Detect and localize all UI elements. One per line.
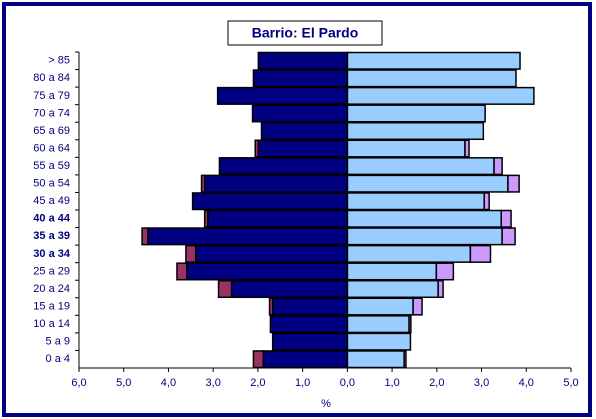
bar: [346, 297, 414, 316]
bar: [252, 69, 349, 88]
bar: [346, 174, 509, 193]
bar: [412, 297, 423, 316]
bar: [346, 51, 521, 70]
x-tick-label: 4,0: [161, 377, 176, 389]
x-axis-label: %: [321, 398, 331, 410]
bar: [435, 262, 455, 281]
bar: [501, 227, 516, 246]
bar: [260, 121, 349, 141]
bar: [147, 227, 349, 246]
bar: [216, 86, 349, 105]
bar: [268, 297, 274, 316]
x-tick-label: 5,0: [563, 377, 578, 389]
bar: [346, 279, 439, 299]
bar: [230, 279, 349, 299]
bar: [346, 315, 410, 334]
bar: [483, 192, 490, 211]
y-tick-label: 50 a 54: [33, 178, 70, 190]
y-tick-label: 40 a 44: [33, 213, 71, 225]
x-tick-label: 1,0: [384, 377, 399, 389]
bar: [437, 279, 444, 299]
y-tick-label: 75 a 79: [33, 90, 70, 102]
bar: [251, 104, 349, 123]
x-tick-label: 2,0: [429, 377, 444, 389]
bar: [493, 157, 503, 176]
x-tick-label: 3,0: [474, 377, 489, 389]
x-tick-label: 2,0: [250, 377, 265, 389]
bar: [346, 332, 412, 351]
bar: [346, 157, 495, 176]
y-tick-label: 60 a 64: [33, 142, 70, 154]
y-tick-label: 25 a 29: [33, 265, 70, 277]
bar: [257, 139, 349, 158]
bar: [346, 104, 486, 123]
bar: [194, 244, 349, 263]
bar: [464, 139, 470, 158]
bar: [200, 174, 206, 193]
bar: [218, 157, 349, 176]
bar: [346, 121, 485, 141]
bar: [262, 350, 349, 369]
y-tick-label: 5 a 9: [46, 336, 70, 348]
x-tick-label: 0,0: [340, 377, 355, 389]
bar: [346, 192, 485, 211]
bar: [217, 279, 233, 299]
y-tick-label: 35 a 39: [33, 230, 70, 242]
bar: [403, 350, 407, 369]
x-tick-label: 3,0: [206, 377, 221, 389]
y-tick-label: 10 a 14: [33, 318, 70, 330]
x-tick-label: 5,0: [116, 377, 131, 389]
bar: [346, 139, 466, 158]
y-tick-label: 65 a 69: [33, 125, 70, 137]
bar: [271, 297, 349, 316]
bar: [507, 174, 520, 193]
y-tick-label: 55 a 59: [33, 160, 70, 172]
bar: [141, 227, 149, 246]
bar: [203, 174, 349, 193]
bar: [207, 209, 349, 228]
bar: [346, 350, 405, 369]
bar: [176, 262, 188, 281]
y-tick-label: 45 a 49: [33, 195, 70, 207]
bar: [186, 262, 349, 281]
bar: [254, 139, 260, 158]
title-box: [227, 20, 383, 46]
y-tick-label: 0 a 4: [46, 353, 70, 365]
y-tick-label: 15 a 19: [33, 300, 70, 312]
bar: [252, 350, 265, 369]
bar: [346, 244, 472, 263]
chart-title: Barrio: El Pardo: [252, 25, 359, 41]
bar: [191, 192, 349, 211]
bar: [203, 209, 209, 228]
y-tick-label: > 85: [48, 55, 70, 67]
y-tick-label: 80 a 84: [33, 72, 70, 84]
bar: [346, 69, 517, 88]
bar: [469, 244, 492, 263]
bar: [271, 332, 349, 351]
y-tick-label: 70 a 74: [33, 107, 70, 119]
bar: [185, 244, 197, 263]
x-tick-label: 4,0: [519, 377, 534, 389]
bar: [346, 227, 503, 246]
bar: [346, 262, 438, 281]
x-tick-label: 6,0: [71, 377, 86, 389]
bar: [269, 315, 349, 334]
bar: [346, 86, 535, 105]
bar: [346, 209, 502, 228]
y-tick-label: 20 a 24: [33, 283, 70, 295]
bar: [408, 315, 412, 334]
bar: [500, 209, 512, 228]
bar: [257, 51, 349, 70]
y-tick-label: 30 a 34: [33, 248, 71, 260]
x-tick-label: 1,0: [295, 377, 310, 389]
